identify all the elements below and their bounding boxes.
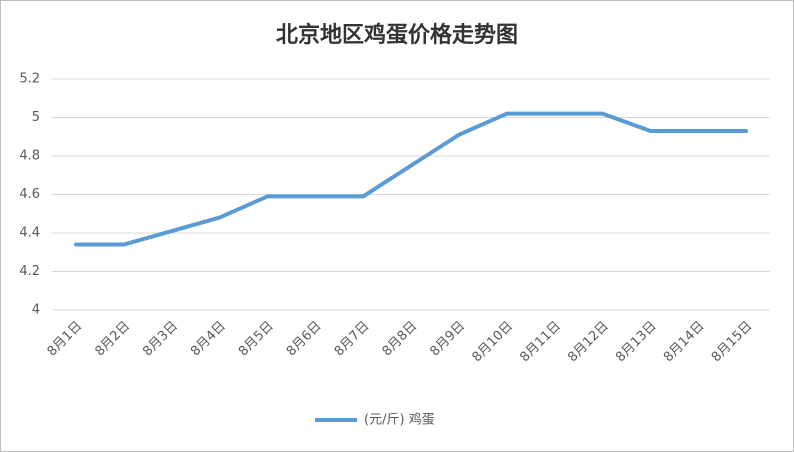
line-series (73, 111, 749, 247)
legend-label: (元/斤) 鸡蛋 (364, 412, 435, 428)
y-tick-label: 4.4 (19, 226, 40, 241)
y-tick-label: 4.8 (19, 149, 40, 164)
y-tick-label: 4.2 (19, 264, 40, 279)
y-tick-label: 5.2 (19, 72, 40, 87)
y-tick-label: 4.6 (19, 187, 40, 202)
y-tick-label: 4 (32, 303, 40, 318)
y-tick-label: 5 (32, 110, 40, 125)
chart-title: 北京地区鸡蛋价格走势图 (276, 22, 518, 48)
